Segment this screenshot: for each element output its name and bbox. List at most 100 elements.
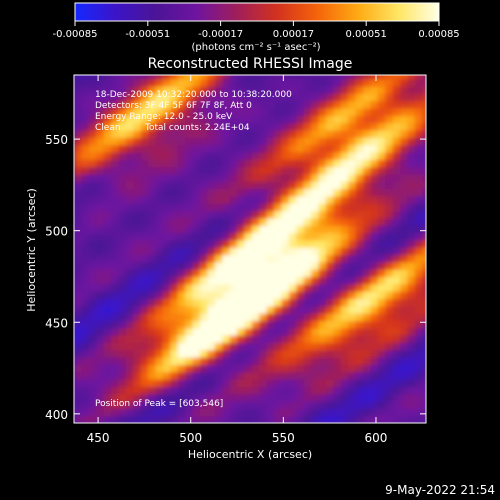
heatmap-cell — [88, 335, 97, 344]
heatmap-cell — [81, 166, 90, 175]
heatmap-cell — [251, 188, 260, 197]
heatmap-cell — [162, 122, 171, 131]
heatmap-cell — [155, 232, 164, 241]
heatmap-cell — [199, 210, 208, 219]
heatmap-cell — [207, 239, 216, 248]
heatmap-cell — [162, 335, 171, 344]
heatmap-cell — [311, 115, 320, 124]
heatmap-cell — [96, 261, 105, 270]
heatmap-cell — [251, 254, 260, 263]
heatmap-cell — [125, 137, 134, 146]
heatmap-cell — [281, 93, 290, 102]
heatmap-cell — [214, 203, 223, 212]
heatmap-cell — [377, 225, 386, 234]
heatmap-cell — [392, 166, 401, 175]
heatmap-cell — [148, 320, 157, 329]
heatmap-cell — [385, 75, 394, 80]
heatmap-cell — [118, 247, 127, 256]
heatmap-cell — [96, 195, 105, 204]
heatmap-cell — [355, 115, 364, 124]
heatmap-cell — [170, 181, 179, 190]
heatmap-cell — [118, 401, 127, 409]
heatmap-cell — [288, 232, 297, 241]
heatmap-cell — [325, 122, 334, 131]
heatmap-cell — [251, 122, 260, 131]
heatmap-cell — [288, 349, 297, 358]
heatmap-cell — [229, 210, 238, 219]
heatmap-cell — [281, 313, 290, 322]
heatmap-cell — [192, 386, 201, 395]
heatmap-cell — [385, 327, 394, 336]
heatmap-cell — [199, 379, 208, 387]
heatmap-cell — [303, 239, 312, 248]
heatmap-cell — [333, 239, 342, 248]
heatmap-cell — [303, 342, 312, 351]
heatmap-cell — [251, 93, 260, 102]
heatmap-cell — [133, 166, 142, 175]
heatmap-cell — [118, 320, 127, 329]
heatmap-cell — [155, 357, 164, 365]
heatmap-cell — [407, 203, 416, 212]
heatmap-cell — [148, 85, 157, 94]
heatmap-cell — [340, 415, 349, 423]
heatmap-cell — [281, 327, 290, 336]
heatmap-cell — [192, 137, 201, 146]
heatmap-cell — [185, 415, 194, 423]
heatmap-cell — [222, 254, 231, 263]
heatmap-cell — [133, 232, 142, 241]
heatmap-cell — [288, 415, 297, 423]
heatmap-cell — [422, 188, 426, 197]
heatmap-cell — [222, 93, 231, 102]
heatmap-cell — [311, 305, 320, 314]
heatmap-cell — [192, 78, 201, 87]
heatmap-cell — [422, 320, 426, 329]
heatmap-cell — [363, 115, 372, 124]
heatmap-cell — [266, 166, 275, 175]
heatmap-cell — [214, 107, 223, 116]
heatmap-cell — [311, 379, 320, 387]
heatmap-cell — [355, 239, 364, 248]
heatmap-cell — [229, 129, 238, 138]
heatmap-cell — [281, 283, 290, 292]
heatmap-cell — [370, 151, 379, 160]
heatmap-cell — [244, 85, 253, 94]
heatmap-cell — [214, 269, 223, 278]
heatmap-cell — [111, 100, 120, 109]
heatmap-cell — [74, 115, 83, 124]
heatmap-cell — [244, 247, 253, 256]
heatmap-cell — [207, 166, 216, 175]
heatmap-cell — [81, 239, 90, 248]
heatmap-cell — [133, 305, 142, 314]
heatmap-cell — [422, 115, 426, 124]
heatmap-cell — [400, 364, 409, 373]
heatmap-cell — [111, 107, 120, 116]
heatmap-cell — [125, 144, 134, 153]
heatmap-cell — [259, 239, 268, 248]
heatmap-cell — [325, 379, 334, 387]
heatmap-cell — [81, 393, 90, 402]
heatmap-cell — [311, 129, 320, 138]
heatmap-cell — [155, 254, 164, 263]
heatmap-cell — [259, 144, 268, 153]
heatmap-cell — [400, 151, 409, 160]
heatmap-cell — [125, 173, 134, 182]
heatmap-cell — [266, 379, 275, 387]
heatmap-cell — [377, 159, 386, 168]
heatmap-cell — [125, 276, 134, 285]
heatmap-cell — [162, 107, 171, 116]
heatmap-cell — [199, 386, 208, 395]
heatmap-cell — [340, 320, 349, 329]
heatmap-cell — [125, 188, 134, 197]
heatmap-cell — [185, 254, 194, 263]
heatmap-cell — [281, 393, 290, 402]
heatmap-cell — [414, 144, 423, 153]
heatmap-cell — [348, 269, 357, 278]
heatmap-cell — [140, 320, 149, 329]
heatmap-cell — [370, 93, 379, 102]
heatmap-cell — [318, 217, 327, 226]
heatmap-cell — [392, 401, 401, 409]
heatmap-cell — [385, 144, 394, 153]
heatmap-cell — [355, 349, 364, 358]
heatmap-cell — [185, 151, 194, 160]
heatmap-cell — [340, 151, 349, 160]
